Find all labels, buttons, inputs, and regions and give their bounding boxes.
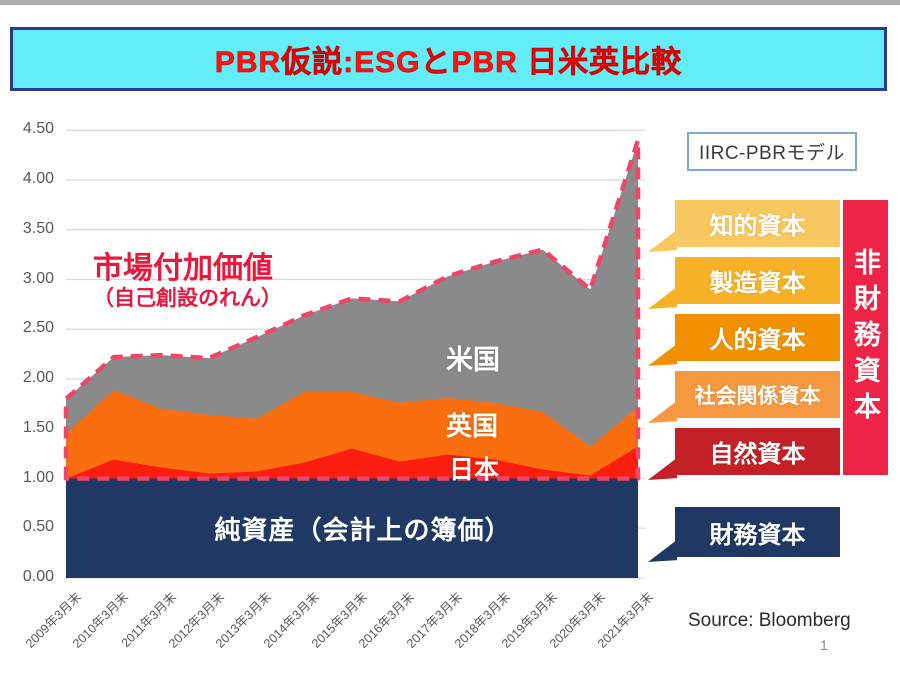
y-tick-label: 2.50 <box>22 319 54 337</box>
uk-area-label: 英国 <box>446 411 499 441</box>
iirc-pbr-model-label: IIRC-PBRモデル <box>699 143 845 164</box>
capital-callout-人的資本: 人的資本 <box>648 314 840 366</box>
iirc-pbr-model-box: IIRC-PBRモデル <box>687 132 857 171</box>
non-financial-capital-bar: 非財務資本 <box>843 200 888 475</box>
capital-callout-財務資本: 財務資本 <box>648 507 840 562</box>
area-純資産 <box>66 478 638 578</box>
y-tick-label: 3.00 <box>22 269 54 287</box>
market-value-added-annotation: 市場付加価値 （自己創設のれん） <box>93 252 282 311</box>
capital-callout-label: 自然資本 <box>709 441 806 468</box>
page-title: PBR仮説:ESGとPBR 日米英比較 <box>214 46 683 80</box>
japan-area-label: 日本 <box>449 456 500 484</box>
us-area-label: 米国 <box>446 345 500 375</box>
capital-callout-label: 知的資本 <box>709 213 806 240</box>
source-credit: Source: Bloomberg <box>688 610 851 631</box>
y-tick-label: 3.50 <box>22 219 54 237</box>
capital-callout-製造資本: 製造資本 <box>648 257 840 309</box>
capital-callout-知的資本: 知的資本 <box>648 200 840 252</box>
page-number: 1 <box>820 637 828 653</box>
capital-callout-label: 人的資本 <box>709 327 806 354</box>
capital-callout-自然資本: 自然資本 <box>648 428 840 480</box>
market-value-dashed-outline <box>63 137 641 481</box>
market-value-added-line1: 市場付加価値 <box>93 252 273 285</box>
capital-callout-label: 財務資本 <box>709 521 806 549</box>
y-tick-label: 4.50 <box>22 120 54 138</box>
y-tick-label: 0.50 <box>22 518 54 536</box>
capital-callout-label: 社会関係資本 <box>694 384 821 408</box>
capital-callout-社会関係資本: 社会関係資本 <box>648 371 840 423</box>
y-tick-label: 2.00 <box>22 369 54 386</box>
y-tick-label: 1.50 <box>22 418 54 436</box>
y-tick-label: 0.00 <box>22 568 54 585</box>
y-tick-label: 1.00 <box>22 468 54 486</box>
chart-areas <box>66 140 638 578</box>
book-value-label: 純資産（会計上の簿価） <box>214 515 512 545</box>
title-banner: PBR仮説:ESGとPBR 日米英比較 <box>10 27 887 91</box>
top-edge-strip <box>0 0 900 5</box>
capital-callout-label: 製造資本 <box>709 270 806 297</box>
y-tick-label: 4.00 <box>22 170 54 187</box>
non-financial-capital-label: 非財務資本 <box>850 247 880 428</box>
market-value-added-line2: （自己創設のれん） <box>93 286 282 310</box>
